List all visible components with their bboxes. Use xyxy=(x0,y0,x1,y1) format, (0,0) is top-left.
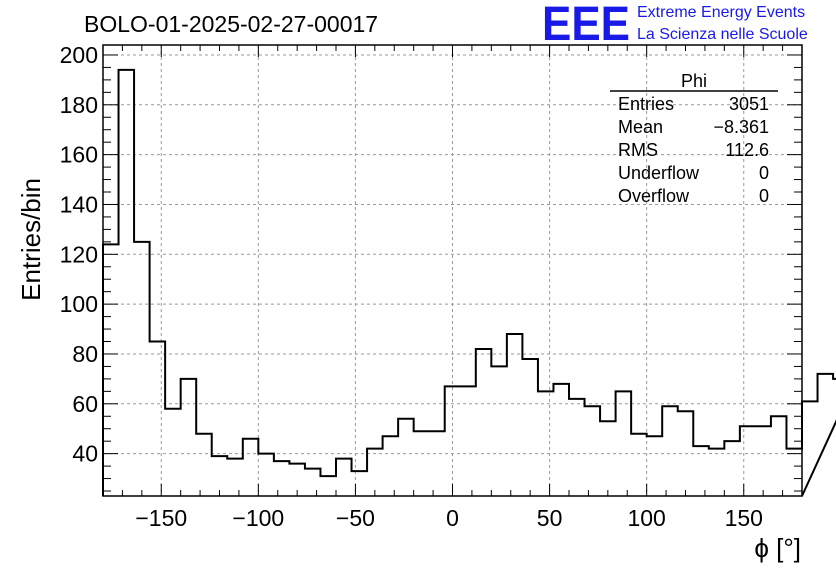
y-tick-label: 160 xyxy=(60,142,98,168)
stats-value-overflow: 0 xyxy=(759,186,769,206)
y-tick-label: 100 xyxy=(60,291,98,317)
stats-value-mean: −8.361 xyxy=(713,117,769,137)
x-tick-label: 100 xyxy=(627,505,665,531)
stats-label-overflow: Overflow xyxy=(618,186,690,206)
stats-title: Phi xyxy=(681,71,707,91)
tick-layer xyxy=(102,45,803,496)
grid-layer xyxy=(103,45,802,496)
y-axis-label: Entries/bin xyxy=(16,178,46,301)
y-tick-label: 80 xyxy=(72,341,98,367)
x-tick-label: −100 xyxy=(232,505,284,531)
eee-logo: EEE Extreme Energy Events La Scienza nel… xyxy=(542,0,808,51)
eee-logo-line1: Extreme Energy Events xyxy=(637,4,805,21)
x-tick-label: 50 xyxy=(537,505,563,531)
x-tick-label: −150 xyxy=(135,505,187,531)
eee-logo-mark: EEE xyxy=(542,0,630,51)
y-tick-label: 180 xyxy=(60,92,98,118)
stats-value-rms: 112.6 xyxy=(725,140,769,160)
stats-label-entries: Entries xyxy=(618,94,674,114)
y-tick-label: 40 xyxy=(72,441,98,467)
x-axis-label: ϕ [°] xyxy=(754,533,801,563)
y-tick-label: 200 xyxy=(60,42,98,68)
histogram-line xyxy=(102,68,836,497)
x-tick-label: 150 xyxy=(725,505,763,531)
y-tick-label: 60 xyxy=(72,391,98,417)
stats-value-entries: 3051 xyxy=(729,94,769,114)
eee-logo-line2: La Scienza nelle Scuole xyxy=(637,26,808,43)
stats-label-rms: RMS xyxy=(618,140,658,160)
y-tick-label: 140 xyxy=(60,191,98,217)
stats-label-mean: Mean xyxy=(618,117,663,137)
x-tick-label: 0 xyxy=(446,505,459,531)
x-tick-label: −50 xyxy=(336,505,375,531)
chart-title: BOLO-01-2025-02-27-00017 xyxy=(84,11,378,37)
y-tick-label: 120 xyxy=(60,241,98,267)
stats-label-underflow: Underflow xyxy=(618,163,700,183)
stats-box: Phi Entries 3051 Mean −8.361 RMS 112.6 U… xyxy=(610,71,778,206)
tick-label-layer: −150 −100 −50 0 50 100 150 40 60 80 100 120 140 160 18… xyxy=(60,42,763,531)
stats-value-underflow: 0 xyxy=(759,163,769,183)
